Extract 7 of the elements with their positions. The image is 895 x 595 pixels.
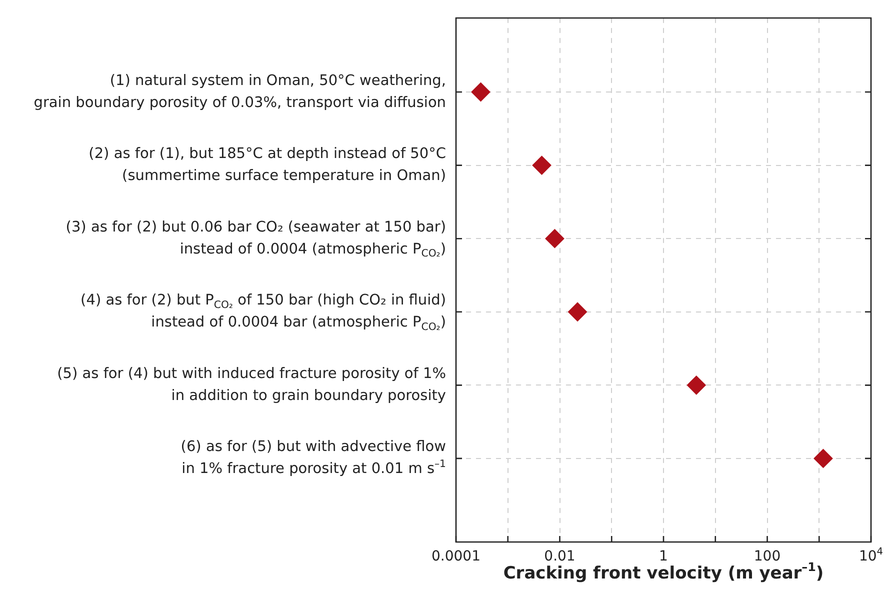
y-tick-label: (1) natural system in Oman, 50°C weathering, grain boundary porosity of 0.03%, transport via diffusion: [34, 72, 446, 111]
x-tick-label: 0.0001: [432, 548, 481, 565]
y-tick-label: (5) as for (4) but with induced fracture porosity of 1% in addition to grain boundary porosity: [57, 366, 446, 404]
y-tick-label: (2) as for (1), but 185°C at depth instead of 50°C (summertime surface temperature in Oman): [88, 146, 446, 184]
x-tick-label: 0.01: [544, 548, 576, 565]
x-tick-label: 100: [754, 548, 781, 565]
x-tick-label: 1: [659, 548, 668, 565]
